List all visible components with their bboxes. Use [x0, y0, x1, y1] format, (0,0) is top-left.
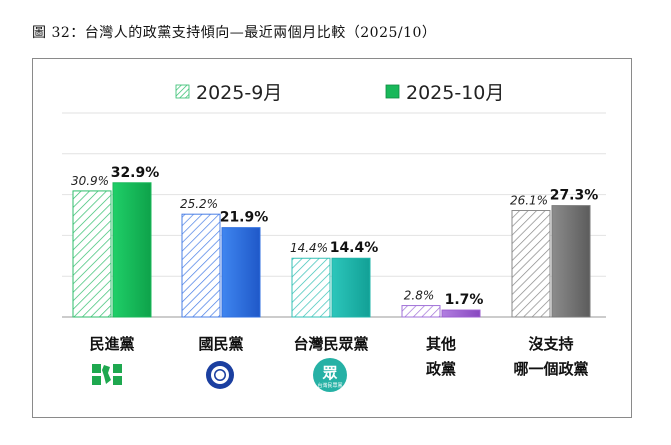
chart-frame — [32, 58, 632, 418]
kmt-logo — [206, 361, 234, 389]
svg-text:眾: 眾 — [321, 364, 337, 382]
value-label-sep-other: 2.8% — [404, 289, 435, 303]
bar-oct-none — [551, 205, 591, 318]
category-label-other: 政黨 — [426, 360, 456, 378]
bar-sep-dpp — [72, 190, 112, 318]
category-label-tpp: 台灣民眾黨 — [293, 335, 368, 353]
value-label-oct-kmt: 21.9% — [220, 210, 269, 226]
value-label-oct-other: 1.7% — [445, 292, 484, 308]
value-label-sep-none: 26.1% — [510, 194, 548, 208]
category-label-none: 哪一個政黨 — [513, 360, 588, 378]
value-label-oct-tpp: 14.4% — [330, 240, 379, 256]
value-label-oct-none: 27.3% — [550, 188, 599, 204]
bar-sep-tpp — [291, 257, 331, 318]
value-labels: 30.9%32.9% 25.2%21.9% 14.4% 14.4% 2.8% 1.7% 26… — [71, 165, 598, 308]
value-label-sep-tpp: 14.4% — [290, 241, 328, 255]
category-label-dpp: 民進黨 — [89, 335, 134, 353]
legend: 2025-9月 2025-10月 — [175, 82, 504, 104]
legend-label-oct: 2025-10月 — [406, 82, 504, 104]
category-label-none: 沒支持 — [528, 335, 573, 353]
category-label-other: 其他 — [426, 335, 456, 353]
value-label-oct-dpp: 32.9% — [111, 165, 160, 181]
bar-sep-other — [401, 305, 441, 318]
bar-oct-kmt — [221, 227, 261, 318]
bars — [72, 182, 591, 318]
category-label-kmt: 國民黨 — [198, 335, 243, 353]
chart-title: 圖 32：台灣人的政黨支持傾向—最近兩個月比較（2025/10） — [32, 25, 437, 41]
tpp-logo: 眾 台灣民眾黨 — [313, 358, 347, 392]
tpp-logo-text: 台灣民眾黨 — [317, 382, 342, 389]
bar-oct-tpp — [331, 257, 371, 318]
legend-swatch-oct — [385, 84, 400, 99]
dpp-logo — [92, 362, 122, 386]
bar-sep-none — [511, 210, 551, 318]
legend-swatch-sep — [175, 84, 190, 99]
legend-label-sep: 2025-9月 — [196, 82, 282, 104]
value-label-sep-dpp: 30.9% — [71, 174, 109, 188]
value-label-sep-kmt: 25.2% — [180, 197, 218, 211]
bar-sep-kmt — [181, 213, 221, 318]
bar-oct-other — [441, 309, 481, 318]
bar-oct-dpp — [112, 182, 152, 318]
